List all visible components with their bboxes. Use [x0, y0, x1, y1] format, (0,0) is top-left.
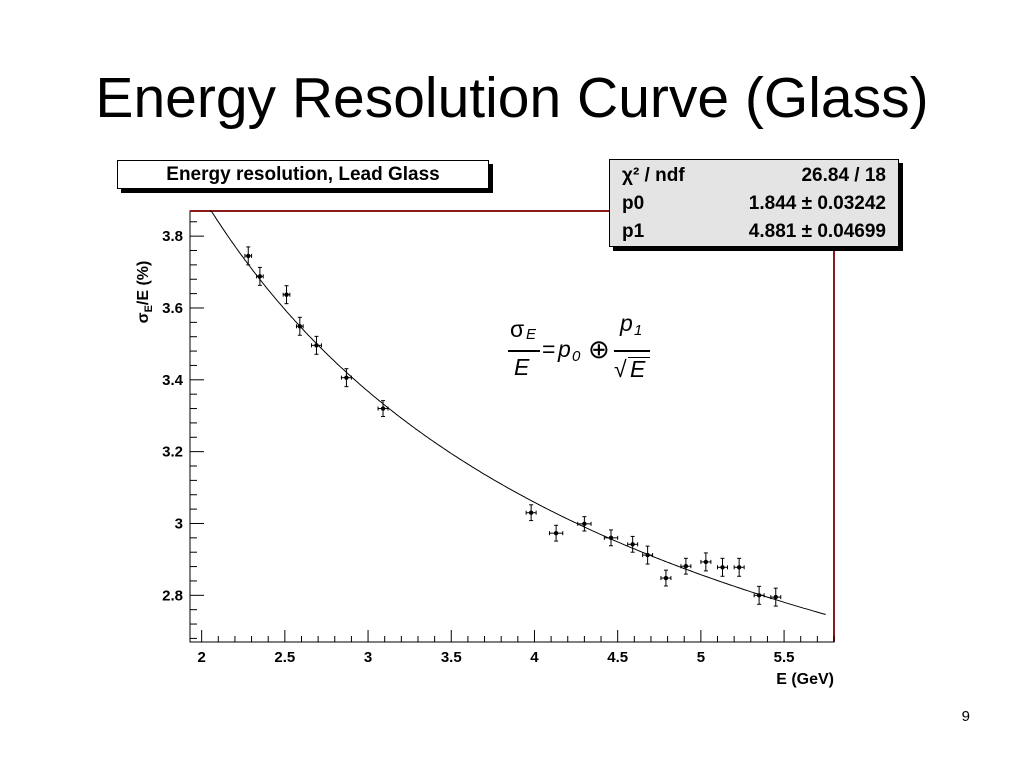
p1-value: 4.881 ± 0.04699: [748, 221, 886, 242]
y-tick-label: 3.2: [162, 444, 183, 461]
chart-title: Energy resolution, Lead Glass: [117, 160, 489, 189]
data-point: [683, 564, 689, 569]
data-point: [528, 510, 534, 515]
formula-equals: =: [542, 336, 556, 362]
data-point: [297, 324, 303, 329]
data-point: [720, 565, 725, 570]
fit-stats-box: χ² / ndf 26.84 / 18 p0 1.844 ± 0.03242 p…: [609, 159, 899, 247]
data-point: [645, 552, 650, 558]
formula-fraction-bar-left: [508, 350, 540, 352]
formula-p0: p: [558, 336, 571, 362]
p1-label: p1: [622, 221, 645, 242]
plot-frame: [189, 210, 835, 643]
y-tick-label: 2.8: [162, 587, 183, 604]
p0-value: 1.844 ± 0.03242: [748, 193, 886, 214]
formula-sigma-sub: E: [526, 326, 537, 343]
y-axis-title: σE/E (%): [135, 261, 155, 324]
stats-row-p0: p0 1.844 ± 0.03242: [610, 190, 898, 218]
x-tick-label: 2: [197, 649, 205, 666]
p0-label: p0: [622, 193, 645, 214]
formula-p1-p: p: [620, 310, 633, 336]
y-tick-label: 3.8: [162, 228, 183, 245]
data-point: [284, 292, 289, 297]
x-tick-label: 5: [697, 649, 705, 666]
data-point: [663, 575, 669, 581]
page-number: 9: [961, 708, 970, 725]
x-tick-label: 4: [530, 649, 539, 666]
x-tick-label: 3: [364, 649, 372, 666]
y-tick-labels: 2.8 3 3.2 3.4 3.6 3.8: [162, 228, 184, 604]
data-point: [773, 594, 778, 600]
stats-row-p1: p1 4.881 ± 0.04699: [610, 218, 898, 246]
x-tick-label: 5.5: [774, 649, 795, 666]
formula-sqrt-overline: [628, 357, 650, 358]
chi2-value: 26.84 / 18: [801, 165, 886, 186]
data-point: [380, 406, 386, 411]
formula-fraction-bar-right: [614, 350, 650, 352]
resolution-formula: σ E E = p 0 ⊕ p 1 √ E: [508, 310, 668, 396]
data-point: [608, 535, 614, 541]
y-tick-label: 3: [175, 515, 183, 532]
data-point: [630, 542, 635, 547]
formula-denominator-e: E: [514, 354, 530, 380]
formula-sqrt: √: [614, 356, 627, 382]
data-point: [736, 565, 742, 570]
formula-sqrt-e: E: [630, 356, 646, 382]
slide-title: Energy Resolution Curve (Glass): [95, 66, 929, 130]
formula-sigma: σ: [510, 316, 525, 342]
y-axis-title-sub: E: [143, 305, 155, 312]
axis-ticks: [190, 221, 835, 642]
y-axis-title-rest: /E (%): [135, 261, 152, 305]
formula-oplus: ⊕: [588, 334, 610, 364]
data-point: [257, 274, 263, 279]
x-tick-label: 3.5: [441, 649, 462, 666]
data-point: [553, 530, 559, 536]
y-tick-label: 3.4: [162, 372, 184, 389]
chi2-label: χ² / ndf: [622, 165, 685, 186]
data-point: [703, 559, 709, 565]
formula-p0-sub: 0: [572, 348, 581, 365]
y-axis-title-sigma: σ: [135, 312, 152, 323]
x-axis-title: E (GeV): [776, 671, 834, 688]
x-tick-labels: 2 2.5 3 3.5 4 4.5 5 5.5: [197, 649, 794, 666]
data-point: [314, 343, 319, 348]
x-tick-label: 4.5: [607, 649, 628, 666]
fit-curve: [209, 210, 826, 615]
formula-p1-sub: 1: [634, 322, 643, 339]
stats-row-chi2: χ² / ndf 26.84 / 18: [610, 162, 898, 190]
data-point: [344, 375, 349, 380]
y-tick-label: 3.6: [162, 300, 183, 317]
data-point: [582, 521, 587, 527]
data-point: [756, 593, 762, 598]
data-points: [244, 246, 782, 607]
data-point: [246, 253, 251, 259]
x-tick-label: 2.5: [274, 649, 295, 666]
